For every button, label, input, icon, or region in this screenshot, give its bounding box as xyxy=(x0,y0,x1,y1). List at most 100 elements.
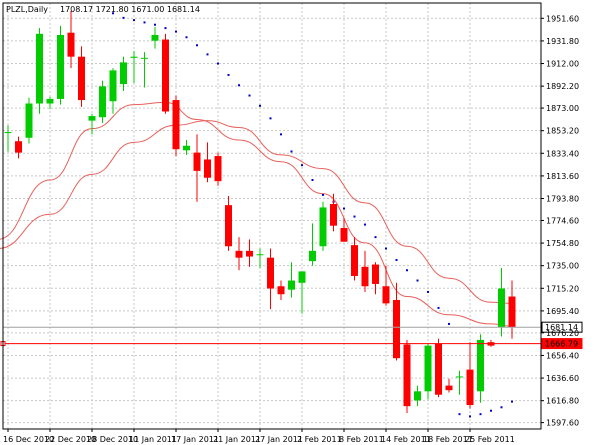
moving-averages xyxy=(0,101,513,327)
sar-dot xyxy=(248,94,251,97)
candle-body xyxy=(498,288,505,328)
candle xyxy=(319,201,327,251)
candle xyxy=(57,25,64,105)
y-tick-label: 1912.00 xyxy=(546,60,579,69)
chart-symbol: PLZL,Daily xyxy=(6,5,48,14)
candle xyxy=(183,140,190,155)
candle xyxy=(130,50,138,83)
sar-dot xyxy=(364,223,366,226)
candle-body xyxy=(319,207,327,247)
candle xyxy=(214,152,222,186)
candle xyxy=(424,343,432,400)
candle xyxy=(256,248,264,268)
candle xyxy=(120,56,127,91)
candle-body xyxy=(172,100,180,150)
x-tick-label: 14 Feb 2011 xyxy=(381,435,431,444)
y-tick-label: 1793.80 xyxy=(546,195,579,204)
candle xyxy=(351,237,358,281)
candle-body xyxy=(267,257,274,289)
candle-body xyxy=(340,227,348,242)
candle-body xyxy=(393,299,400,359)
sar-dot xyxy=(143,21,146,24)
x-tick-label: 16 Dec 2010 xyxy=(3,435,54,444)
y-tick-label: 1754.80 xyxy=(546,239,579,248)
candle-body xyxy=(36,33,43,104)
candle xyxy=(288,262,295,298)
candle xyxy=(99,80,106,123)
x-tick-label: 27 Jan 2011 xyxy=(255,435,303,444)
candle-body xyxy=(372,264,379,284)
sar-dot xyxy=(448,322,450,325)
candle xyxy=(225,196,232,251)
candle xyxy=(456,370,463,395)
sar-dot xyxy=(290,150,293,153)
candle xyxy=(403,339,411,414)
candle-body xyxy=(130,56,138,58)
bid-price-tag xyxy=(541,338,583,350)
candle xyxy=(235,237,243,271)
x-tick-label: 28 Dec 2010 xyxy=(87,435,138,444)
y-tick-label: 1636.60 xyxy=(546,374,579,383)
price-lines: 1681.14 1666.79 xyxy=(0,321,583,350)
candle-body xyxy=(477,339,484,392)
sar-dot xyxy=(490,409,492,412)
candle-body xyxy=(330,204,337,226)
y-axis: 1951.60 1931.80 1912.00 1892.20 1873.00 1853.… xyxy=(541,14,579,428)
candle-body xyxy=(466,369,474,406)
candle-body xyxy=(424,345,432,392)
sar-dot xyxy=(238,84,240,87)
sar-dot xyxy=(469,415,471,418)
candle xyxy=(309,223,316,266)
sar-dot xyxy=(164,27,167,30)
candle xyxy=(25,97,33,144)
candle xyxy=(46,96,54,110)
x-tick-label: 25 Feb 2011 xyxy=(465,435,515,444)
last-price-label: 1681.14 xyxy=(545,323,578,332)
candle xyxy=(445,378,453,393)
candle-body xyxy=(361,266,369,287)
candle xyxy=(477,334,484,403)
y-tick-label: 1892.20 xyxy=(546,82,579,91)
sar-dot xyxy=(353,215,356,218)
y-tick-label: 1597.60 xyxy=(546,419,579,428)
candle-body xyxy=(204,159,211,178)
candle-body xyxy=(445,385,453,391)
y-tick-label: 1715.20 xyxy=(546,284,579,293)
candle xyxy=(109,68,117,114)
candles xyxy=(4,10,516,414)
x-tick-label: 2 Feb 2011 xyxy=(297,435,342,444)
candle xyxy=(277,280,285,300)
candle xyxy=(4,125,12,152)
candle-body xyxy=(193,152,201,171)
candle xyxy=(382,265,390,306)
sar-dot xyxy=(206,53,209,56)
sar-dot xyxy=(112,12,114,15)
sar-dot xyxy=(133,19,135,22)
candle-body xyxy=(288,280,295,290)
last-price-tag xyxy=(541,321,583,333)
sar-dot xyxy=(269,117,272,120)
sar-dot xyxy=(122,16,125,19)
sar-dot xyxy=(227,73,230,76)
candle xyxy=(246,239,253,267)
y-tick-label: 1735.00 xyxy=(546,262,579,271)
candle xyxy=(372,262,379,295)
candle-body xyxy=(277,286,285,295)
candle-body xyxy=(25,103,33,138)
sar-dot xyxy=(479,413,482,416)
candle xyxy=(78,46,85,107)
candle-body xyxy=(15,141,22,153)
candle-body xyxy=(298,271,306,283)
sar-dot xyxy=(311,179,314,182)
sar-dot xyxy=(217,62,219,65)
candle xyxy=(36,28,43,114)
x-tick-label: 11 Jan 2011 xyxy=(129,435,177,444)
candle xyxy=(393,282,400,361)
sar-dot xyxy=(385,247,387,250)
sar-dot xyxy=(280,133,282,136)
candle-body xyxy=(403,344,411,407)
candle xyxy=(162,33,169,114)
y-tick-label: 1813.60 xyxy=(546,172,579,181)
